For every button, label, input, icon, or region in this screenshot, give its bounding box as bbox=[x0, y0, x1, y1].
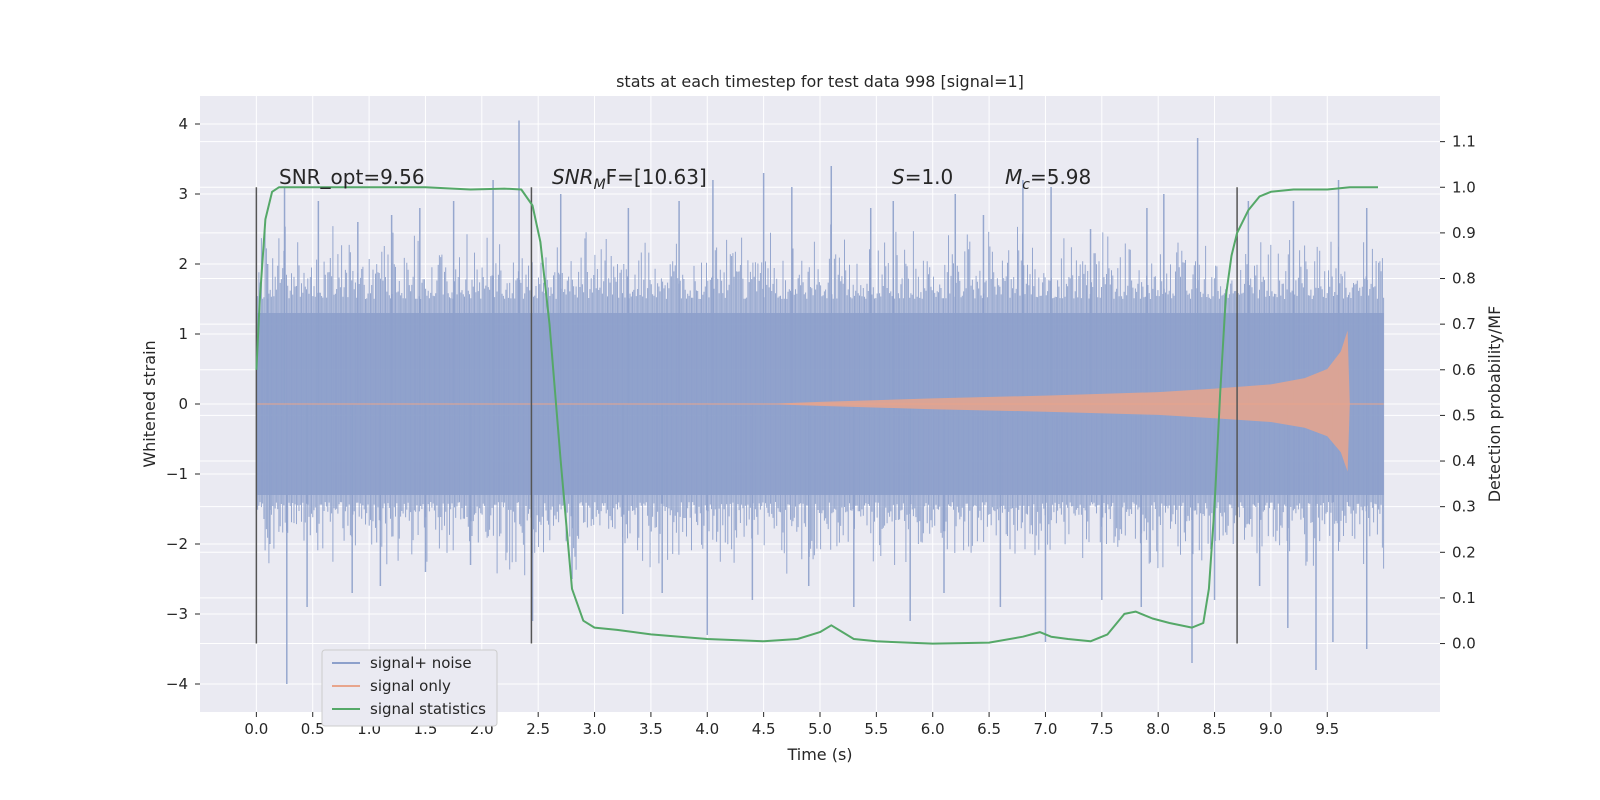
snr-mf-value: F=[10.63] bbox=[606, 165, 707, 189]
snr-mf-label: SNR bbox=[552, 165, 594, 189]
chart-title: stats at each timestep for test data 998… bbox=[616, 72, 1024, 91]
x-axis-label: Time (s) bbox=[786, 745, 852, 764]
mc-label: M bbox=[1005, 165, 1022, 189]
y-tick-label-right: 0.0 bbox=[1452, 635, 1476, 653]
x-tick-label: 0.5 bbox=[301, 720, 325, 738]
x-tick-label: 7.5 bbox=[1090, 720, 1114, 738]
x-tick-label: 0.0 bbox=[244, 720, 268, 738]
x-tick-label: 7.0 bbox=[1034, 720, 1058, 738]
statistics-line bbox=[255, 186, 1378, 645]
x-tick-label: 6.5 bbox=[977, 720, 1001, 738]
y-tick-label-left: −1 bbox=[166, 465, 188, 483]
legend-label-signal-noise: signal+ noise bbox=[370, 654, 472, 672]
x-tick-label: 5.0 bbox=[808, 720, 832, 738]
y-tick-label-left: −2 bbox=[166, 535, 188, 553]
y-tick-label-right: 0.3 bbox=[1452, 498, 1476, 516]
y-tick-label-left: 3 bbox=[178, 185, 188, 203]
legend-label-signal-statistics: signal statistics bbox=[370, 700, 486, 718]
x-ticks: 0.0 0.5 1.0 1.5 2.0 2.5 3.0 3.5 4.0 4.5 5.0 5.5 6.0 6… bbox=[244, 712, 1339, 738]
x-tick-label: 4.0 bbox=[695, 720, 719, 738]
y-tick-label-left: 4 bbox=[178, 115, 188, 133]
annotation-snr-opt: SNR_opt=9.56 bbox=[279, 165, 425, 189]
annotation-mc: Mc=5.98 bbox=[1005, 165, 1091, 193]
y-tick-label-right: 0.2 bbox=[1452, 543, 1476, 561]
y-ticks-left: 4 3 2 1 0 −1 −2 −3 −4 bbox=[166, 115, 200, 693]
chirp-area bbox=[256, 330, 1384, 472]
x-tick-label: 8.5 bbox=[1203, 720, 1227, 738]
y-tick-label-left: 2 bbox=[178, 255, 188, 273]
x-tick-label: 3.0 bbox=[583, 720, 607, 738]
y-tick-label-right: 0.5 bbox=[1452, 406, 1476, 424]
y-tick-label-right: 1.0 bbox=[1452, 178, 1476, 196]
y-tick-label-right: 0.1 bbox=[1452, 589, 1476, 607]
y-axis-label-right: Detection probability/MF bbox=[1485, 306, 1504, 503]
snr-mf-subscript: M bbox=[594, 177, 606, 193]
signal-only-series bbox=[256, 330, 1384, 472]
x-tick-label: 8.0 bbox=[1146, 720, 1170, 738]
y-tick-label-right: 0.7 bbox=[1452, 315, 1476, 333]
x-tick-label: 4.5 bbox=[752, 720, 776, 738]
y-tick-label-left: −3 bbox=[166, 605, 188, 623]
y-tick-label-right: 0.8 bbox=[1452, 270, 1476, 288]
y-tick-label-right: 1.1 bbox=[1452, 133, 1476, 151]
legend-box bbox=[321, 649, 498, 727]
x-tick-label: 2.5 bbox=[526, 720, 550, 738]
annotation-s: S=1.0 bbox=[892, 165, 953, 189]
y-axis-label-left: Whitened strain bbox=[140, 340, 159, 467]
y-tick-label-right: 0.9 bbox=[1452, 224, 1476, 242]
vertical-markers bbox=[255, 187, 1238, 644]
y-tick-label-left: 0 bbox=[178, 395, 188, 413]
signal-statistics-series bbox=[255, 186, 1378, 645]
y-ticks-right: 0.0 0.1 0.2 0.3 0.4 0.5 0.6 0.7 0.8 0.9 1.0 1.1 bbox=[1440, 133, 1476, 653]
x-tick-label: 6.0 bbox=[921, 720, 945, 738]
x-tick-label: 9.5 bbox=[1315, 720, 1339, 738]
s-label: S bbox=[892, 165, 905, 189]
x-tick-label: 5.5 bbox=[864, 720, 888, 738]
y-tick-label-left: −4 bbox=[166, 675, 188, 693]
y-tick-label-right: 0.6 bbox=[1452, 361, 1476, 379]
s-value: =1.0 bbox=[905, 165, 954, 189]
x-tick-label: 9.0 bbox=[1259, 720, 1283, 738]
legend: signal+ noise signal only signal statist… bbox=[321, 649, 498, 727]
mc-subscript: c bbox=[1022, 177, 1030, 193]
y-tick-label-right: 0.4 bbox=[1452, 452, 1476, 470]
annotation-snr-mf: SNRMF=[10.63] bbox=[552, 165, 707, 193]
mc-value: =5.98 bbox=[1030, 165, 1091, 189]
y-tick-label-left: 1 bbox=[178, 325, 188, 343]
legend-label-signal-only: signal only bbox=[370, 677, 451, 695]
x-tick-label: 3.5 bbox=[639, 720, 663, 738]
